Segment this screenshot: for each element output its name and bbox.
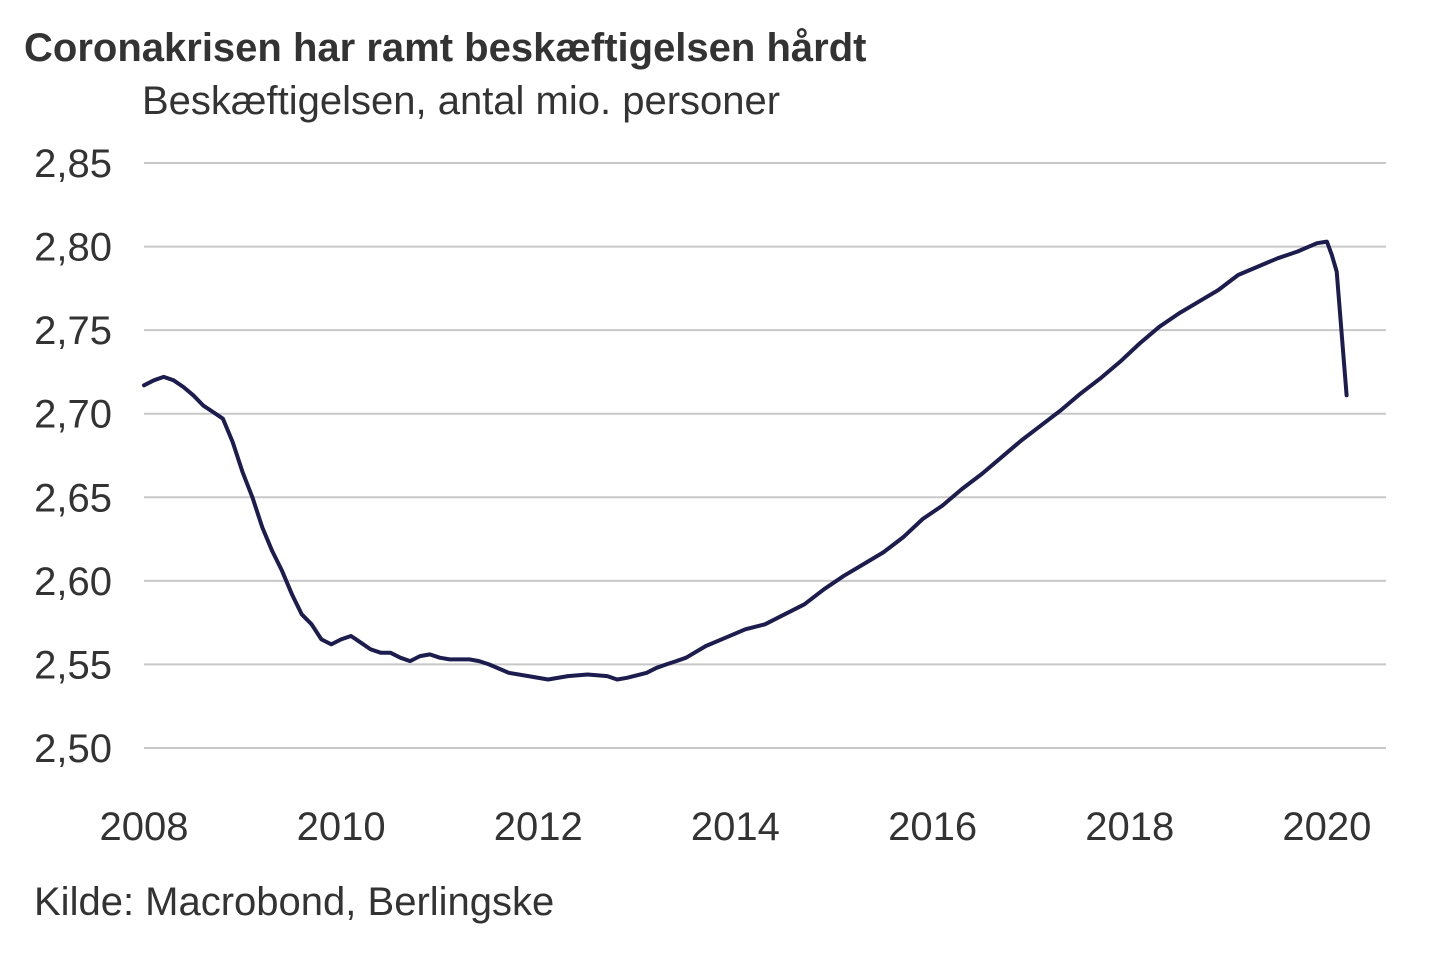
x-tick-label: 2018	[1085, 805, 1174, 849]
y-tick-label: 2,50	[34, 727, 112, 771]
y-tick-label: 2,55	[34, 643, 112, 687]
x-tick-label: 2010	[297, 805, 386, 849]
y-axis-tick-labels: 2,50 2,55 2,60 2,65 2,70 2,75 2,80 2,85	[34, 142, 112, 771]
x-tick-label: 2008	[100, 805, 189, 849]
y-tick-label: 2,75	[34, 309, 112, 353]
x-tick-label: 2012	[494, 805, 583, 849]
source-note: Kilde: Macrobond, Berlingske	[34, 880, 555, 924]
y-tick-label: 2,65	[34, 476, 112, 520]
y-tick-label: 2,60	[34, 560, 112, 604]
series-line-0	[142, 239, 1349, 682]
chart-title: Coronakrisen har ramt beskæftigelsen hår…	[24, 26, 867, 70]
series-layer	[142, 239, 1349, 682]
x-tick-label: 2016	[888, 805, 977, 849]
x-tick-label: 2014	[691, 805, 780, 849]
y-tick-label: 2,85	[34, 142, 112, 186]
chart-subtitle: Beskæftigelsen, antal mio. personer	[142, 79, 781, 123]
y-tick-label: 2,70	[34, 393, 112, 437]
x-axis-tick-labels: 2008 2010 2012 2014 2016 2018 2020	[100, 805, 1372, 849]
gridlines	[144, 162, 1386, 749]
y-tick-label: 2,80	[34, 226, 112, 270]
x-tick-label: 2020	[1282, 805, 1371, 849]
